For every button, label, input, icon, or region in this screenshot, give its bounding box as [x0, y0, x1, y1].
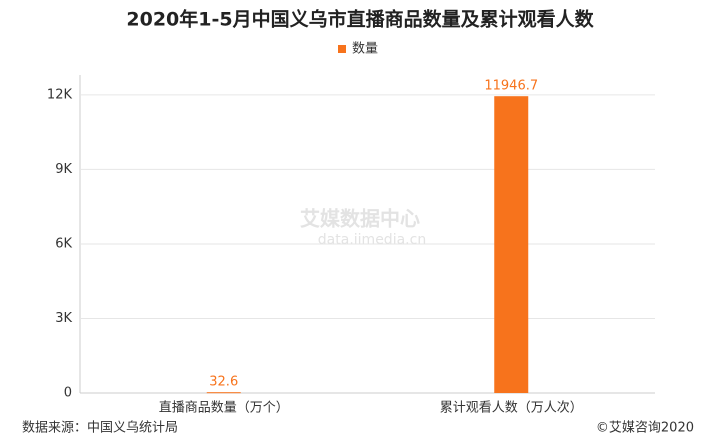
- x-tick-label: 累计观看人数（万人次）: [440, 400, 583, 416]
- y-tick-label: 12K: [47, 87, 73, 102]
- y-tick-label: 0: [64, 386, 72, 401]
- x-tick-label: 直播商品数量（万个）: [159, 401, 289, 416]
- watermark: data.iimedia.cn: [318, 232, 426, 248]
- bar: [206, 392, 241, 394]
- data-label: 11946.7: [484, 79, 538, 94]
- y-tick-label: 9K: [55, 162, 72, 177]
- chart-title: 2020年1-5月中国义乌市直播商品数量及累计观看人数: [126, 8, 594, 31]
- legend-swatch: [338, 45, 346, 53]
- bar: [494, 96, 529, 394]
- legend-label: 数量: [352, 42, 378, 57]
- data-label: 32.6: [209, 375, 238, 390]
- y-tick-label: 6K: [55, 236, 72, 251]
- copyright: ©艾媒咨询2020: [596, 421, 694, 436]
- watermark: 艾媒数据中心: [300, 207, 420, 231]
- source: 数据来源：中国义乌统计局: [22, 420, 178, 436]
- y-tick-label: 3K: [55, 311, 72, 326]
